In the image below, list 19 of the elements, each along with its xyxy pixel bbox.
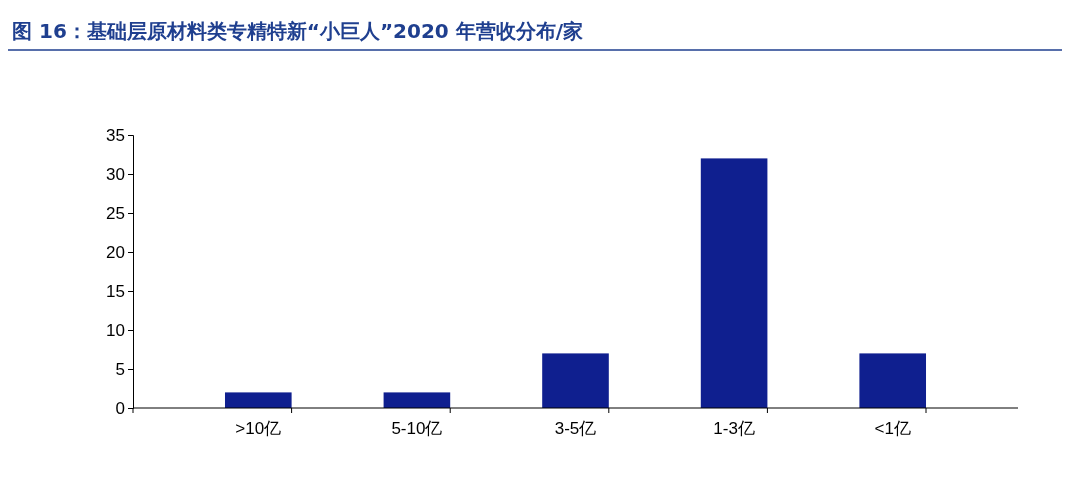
y-tick-label: 35 bbox=[106, 125, 125, 145]
bar bbox=[224, 392, 292, 408]
y-tick-label: 20 bbox=[106, 242, 125, 262]
bar bbox=[383, 392, 451, 408]
bar bbox=[859, 353, 927, 408]
x-tick-label: 1-3亿 bbox=[713, 419, 755, 439]
x-tick-label: 3-5亿 bbox=[554, 419, 597, 439]
x-tick-label: >10亿 bbox=[235, 419, 282, 439]
y-tick-label: 30 bbox=[106, 164, 125, 184]
y-tick-label: 25 bbox=[106, 203, 125, 223]
y-tick-label: 5 bbox=[115, 359, 125, 379]
y-tick-label: 15 bbox=[106, 281, 125, 301]
bar bbox=[542, 353, 609, 408]
chart-title: 图 16：基础层原材料类专精特新“小巨人”2020 年营收分布/家 bbox=[12, 19, 584, 43]
y-tick-label: 10 bbox=[106, 320, 125, 340]
bar bbox=[700, 158, 768, 408]
x-tick-label: 5-10亿 bbox=[391, 419, 443, 439]
x-tick-label: <1亿 bbox=[874, 419, 911, 439]
y-tick-label: 0 bbox=[115, 398, 125, 418]
